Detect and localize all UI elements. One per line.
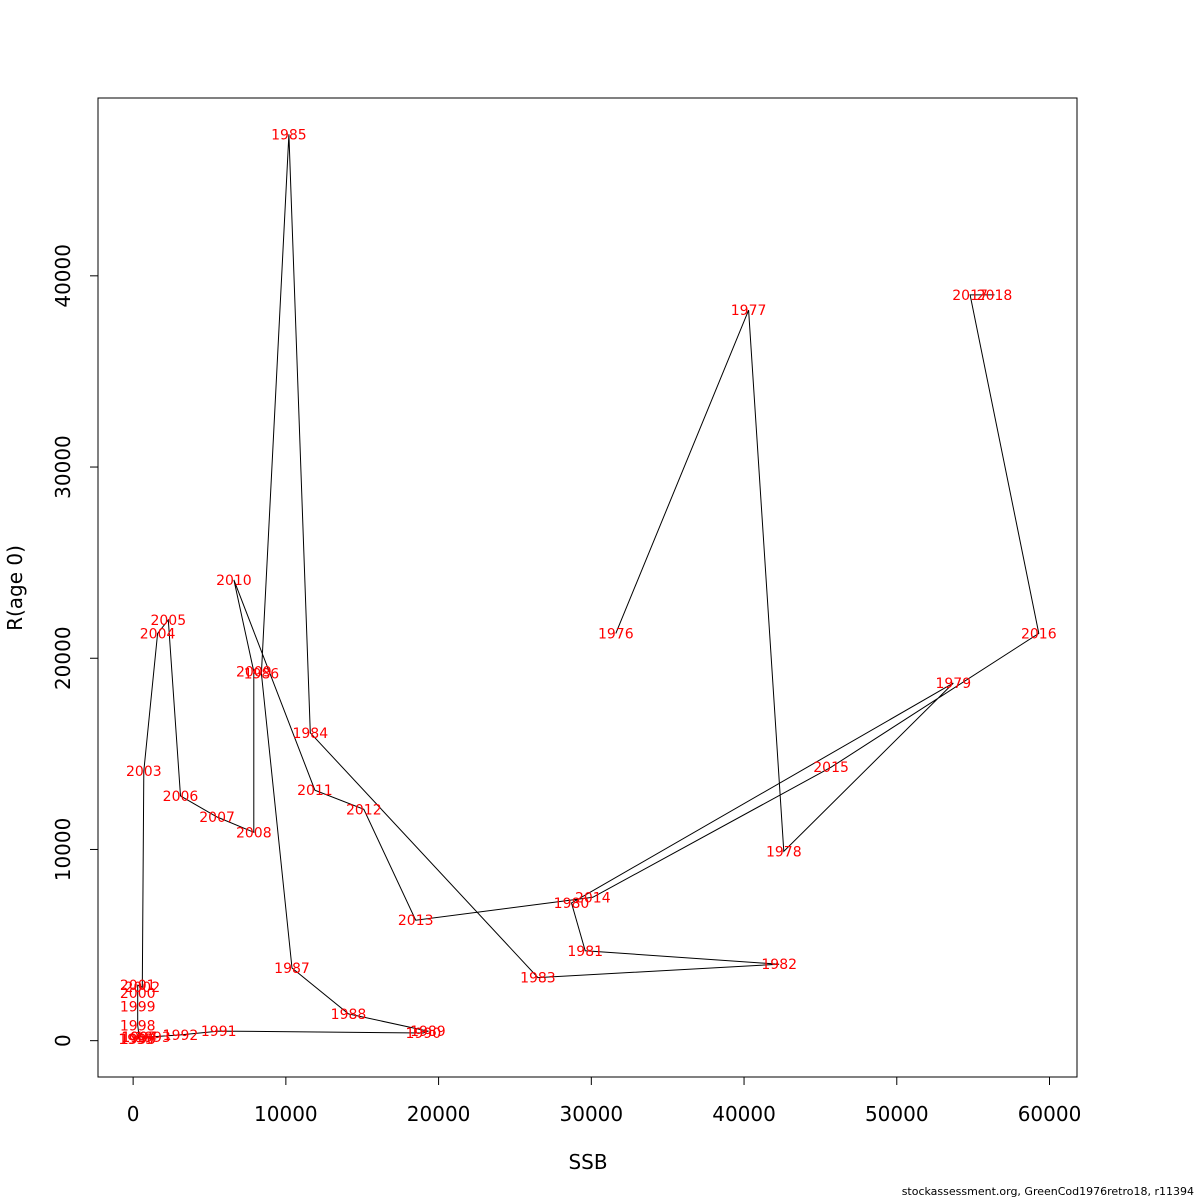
point-label: 1992 <box>163 1028 199 1044</box>
point-label: 2003 <box>126 764 162 780</box>
point-labels-group: 1976 1977 1978 1979 1980 1981 1982 1983 1984 1985… <box>118 127 1056 1048</box>
footer-credit: stockassessment.org, GreenCod1976retro18… <box>901 1185 1194 1198</box>
x-axis: 0 10000 20000 30000 40000 50000 60000 <box>127 1077 1082 1126</box>
point-label: 2015 <box>813 760 849 776</box>
point-label: 2012 <box>346 802 382 818</box>
point-label: 1984 <box>292 726 328 742</box>
point-label: 1981 <box>567 944 603 960</box>
point-label: 1999 <box>120 999 156 1015</box>
point-label: 1994 <box>121 1030 157 1046</box>
point-label: 2006 <box>163 789 199 805</box>
point-label: 1978 <box>766 844 802 860</box>
y-tick-label: 0 <box>51 1034 75 1047</box>
point-label: 1983 <box>520 971 556 987</box>
x-tick-label: 0 <box>127 1102 140 1126</box>
x-axis-title: SSB <box>568 1150 607 1174</box>
point-label: 2009 <box>236 665 272 681</box>
point-label: 2001 <box>120 978 156 994</box>
point-label: 1985 <box>271 127 307 143</box>
point-label: 1991 <box>201 1024 237 1040</box>
point-label: 1980 <box>554 896 590 912</box>
y-tick-label: 20000 <box>51 626 75 690</box>
point-label: 1979 <box>935 676 971 692</box>
point-label: 1996 <box>120 1032 156 1048</box>
point-label: 1977 <box>731 303 767 319</box>
point-label: 1993 <box>135 1030 171 1046</box>
x-tick-label: 40000 <box>712 1102 776 1126</box>
point-label: 1990 <box>405 1026 441 1042</box>
point-label: 1982 <box>761 957 797 973</box>
point-label: 2005 <box>150 613 186 629</box>
point-label: 2011 <box>297 783 333 799</box>
point-label: 2002 <box>124 980 160 996</box>
y-axis: 0 10000 20000 30000 40000 <box>51 244 98 1047</box>
point-label: 2010 <box>216 573 252 589</box>
point-label: 2014 <box>575 890 611 906</box>
x-tick-label: 10000 <box>254 1102 318 1126</box>
plot-frame <box>97 97 1078 1078</box>
point-label: 2007 <box>199 810 235 826</box>
y-axis-title: R(age 0) <box>3 545 27 631</box>
point-label: 1997 <box>121 1030 157 1046</box>
y-tick-label: 40000 <box>51 244 75 308</box>
series-line-group <box>134 134 1040 1040</box>
point-label: 1995 <box>118 1032 154 1048</box>
x-tick-label: 30000 <box>560 1102 624 1126</box>
x-tick-label: 20000 <box>407 1102 471 1126</box>
point-label: 1987 <box>274 961 310 977</box>
point-label: 1976 <box>598 626 634 642</box>
point-label: 2017 <box>952 288 988 304</box>
recruitment-path-line <box>134 134 1040 1040</box>
point-label: 2018 <box>977 288 1013 304</box>
point-label: 2008 <box>236 825 272 841</box>
x-tick-label: 50000 <box>865 1102 929 1126</box>
point-label: 2016 <box>1021 626 1057 642</box>
y-tick-label: 10000 <box>51 818 75 882</box>
point-label: 2000 <box>120 986 156 1002</box>
point-label: 1986 <box>244 667 280 683</box>
point-label: 1998 <box>120 1018 156 1034</box>
x-tick-label: 60000 <box>1018 1102 1082 1126</box>
point-label: 2013 <box>398 913 434 929</box>
y-tick-label: 30000 <box>51 435 75 499</box>
point-label: 1989 <box>410 1024 446 1040</box>
point-label: 1988 <box>331 1007 367 1023</box>
point-label: 2004 <box>140 626 176 642</box>
